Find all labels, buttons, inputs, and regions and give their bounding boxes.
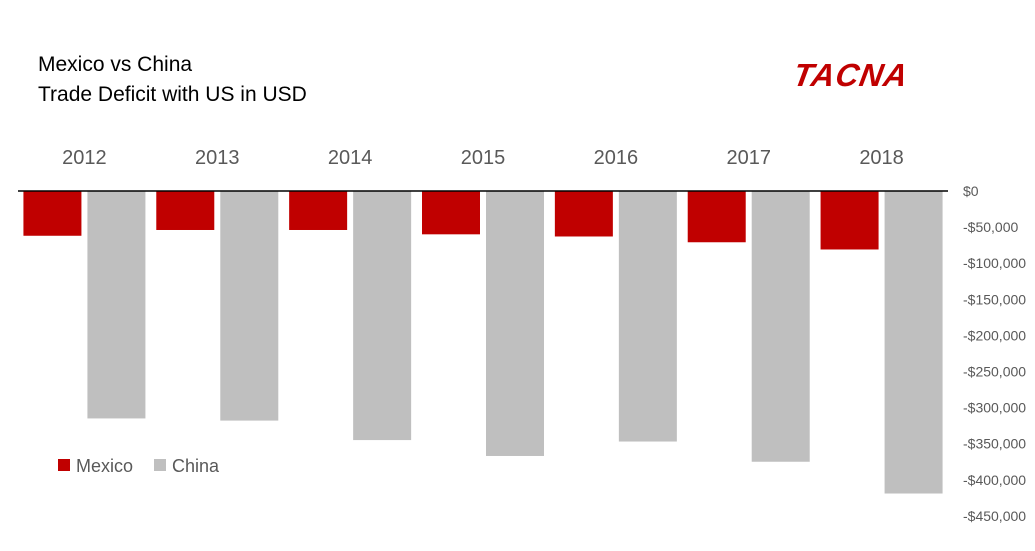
category-labels: 2012 2013 2014 2015 2016 2017 2018 bbox=[62, 147, 904, 169]
tacna-logo: TACNA bbox=[795, 57, 911, 93]
bar-china-2016 bbox=[618, 191, 677, 442]
chart-title: Mexico vs China Trade Deficit with US in… bbox=[38, 50, 307, 110]
y-tick-label: -$450,000 bbox=[963, 508, 1026, 524]
logo-text: TACNA bbox=[795, 57, 911, 93]
y-tick-label: -$250,000 bbox=[963, 364, 1026, 380]
category-label: 2016 bbox=[594, 147, 639, 169]
legend-label-mexico: Mexico bbox=[76, 456, 133, 476]
bar-mexico-2015 bbox=[422, 191, 480, 235]
category-label: 2015 bbox=[461, 147, 506, 169]
y-tick-label: -$50,000 bbox=[963, 219, 1018, 235]
bar-china-2013 bbox=[220, 191, 279, 421]
bar-china-2012 bbox=[87, 191, 146, 419]
bar-mexico-2013 bbox=[156, 191, 215, 230]
y-tick-label: $0 bbox=[963, 183, 979, 199]
bar-china-2017 bbox=[751, 191, 810, 462]
y-tick-label: -$200,000 bbox=[963, 327, 1026, 343]
category-label: 2012 bbox=[62, 147, 107, 169]
y-tick-label: -$100,000 bbox=[963, 255, 1026, 271]
y-tick-label: -$400,000 bbox=[963, 472, 1026, 488]
bar-mexico-2018 bbox=[820, 191, 879, 250]
bar-mexico-2012 bbox=[23, 191, 82, 236]
bars-group bbox=[23, 191, 943, 494]
bar-mexico-2017 bbox=[687, 191, 746, 243]
legend: Mexico China bbox=[58, 456, 220, 476]
legend-label-china: China bbox=[172, 456, 220, 476]
legend-swatch-mexico bbox=[58, 459, 70, 471]
bar-china-2015 bbox=[486, 191, 544, 456]
category-label: 2017 bbox=[726, 147, 771, 169]
y-axis-ticks: $0 -$50,000 -$100,000 -$150,000 -$200,000 -$2… bbox=[963, 183, 1026, 524]
category-label: 2018 bbox=[859, 147, 904, 169]
y-tick-label: -$150,000 bbox=[963, 291, 1026, 307]
y-tick-label: -$350,000 bbox=[963, 436, 1026, 452]
bar-mexico-2014 bbox=[289, 191, 348, 230]
chart-title-line1: Mexico vs China bbox=[38, 53, 193, 76]
bar-china-2014 bbox=[353, 191, 412, 441]
bar-mexico-2016 bbox=[554, 191, 613, 237]
y-tick-label: -$300,000 bbox=[963, 400, 1026, 416]
legend-swatch-china bbox=[154, 459, 166, 471]
bar-china-2018 bbox=[884, 191, 943, 494]
chart-title-line2: Trade Deficit with US in USD bbox=[38, 83, 307, 106]
category-label: 2014 bbox=[328, 147, 373, 169]
category-label: 2013 bbox=[195, 147, 240, 169]
